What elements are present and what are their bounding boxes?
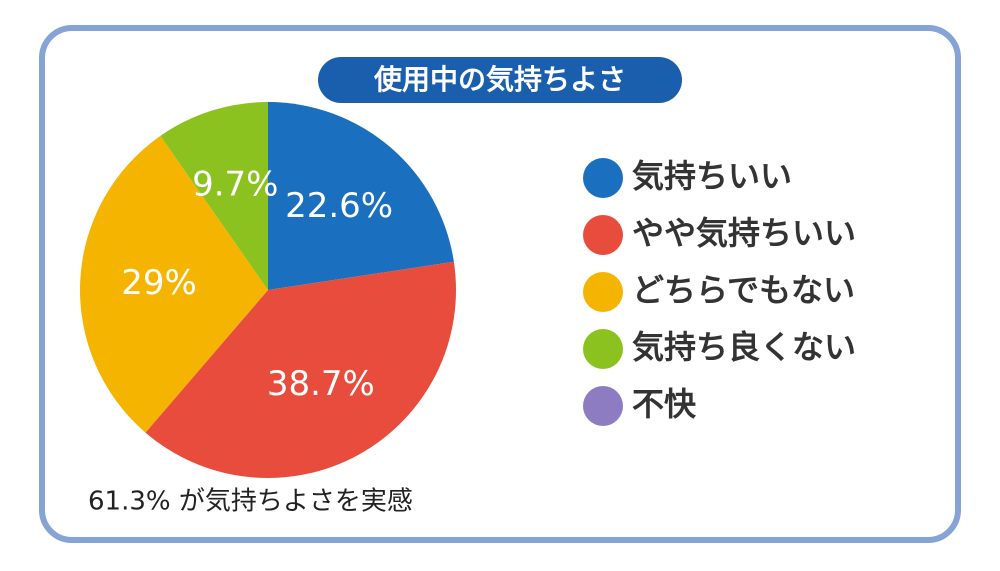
annotation: 61.3% が気持ちよさを実感 xyxy=(88,487,413,517)
legend-label: 不快 xyxy=(632,385,697,423)
pie-slice xyxy=(145,261,456,479)
legend-label: どちらでもない xyxy=(632,271,855,309)
pie-slice xyxy=(160,102,268,290)
title-pill xyxy=(318,57,682,103)
legend-swatch xyxy=(583,329,623,369)
slice-label: 22.6% xyxy=(285,186,393,226)
slice-label: 29% xyxy=(121,263,197,303)
legend-swatch xyxy=(583,215,623,255)
legend-label: やや気持ちいい xyxy=(632,214,856,252)
slice-label: 38.7% xyxy=(267,364,375,404)
legend-label: 気持ちいい xyxy=(632,157,792,195)
legend-swatch xyxy=(583,272,623,312)
pie-slice xyxy=(268,102,454,290)
pie-slice xyxy=(80,135,268,433)
legend-swatch xyxy=(583,386,623,426)
chart-title: 使用中の気持ちよさ xyxy=(373,63,626,96)
legend-swatch xyxy=(583,158,623,198)
slice-label: 9.7% xyxy=(192,164,278,204)
legend-label: 気持ち良くない xyxy=(632,328,856,366)
